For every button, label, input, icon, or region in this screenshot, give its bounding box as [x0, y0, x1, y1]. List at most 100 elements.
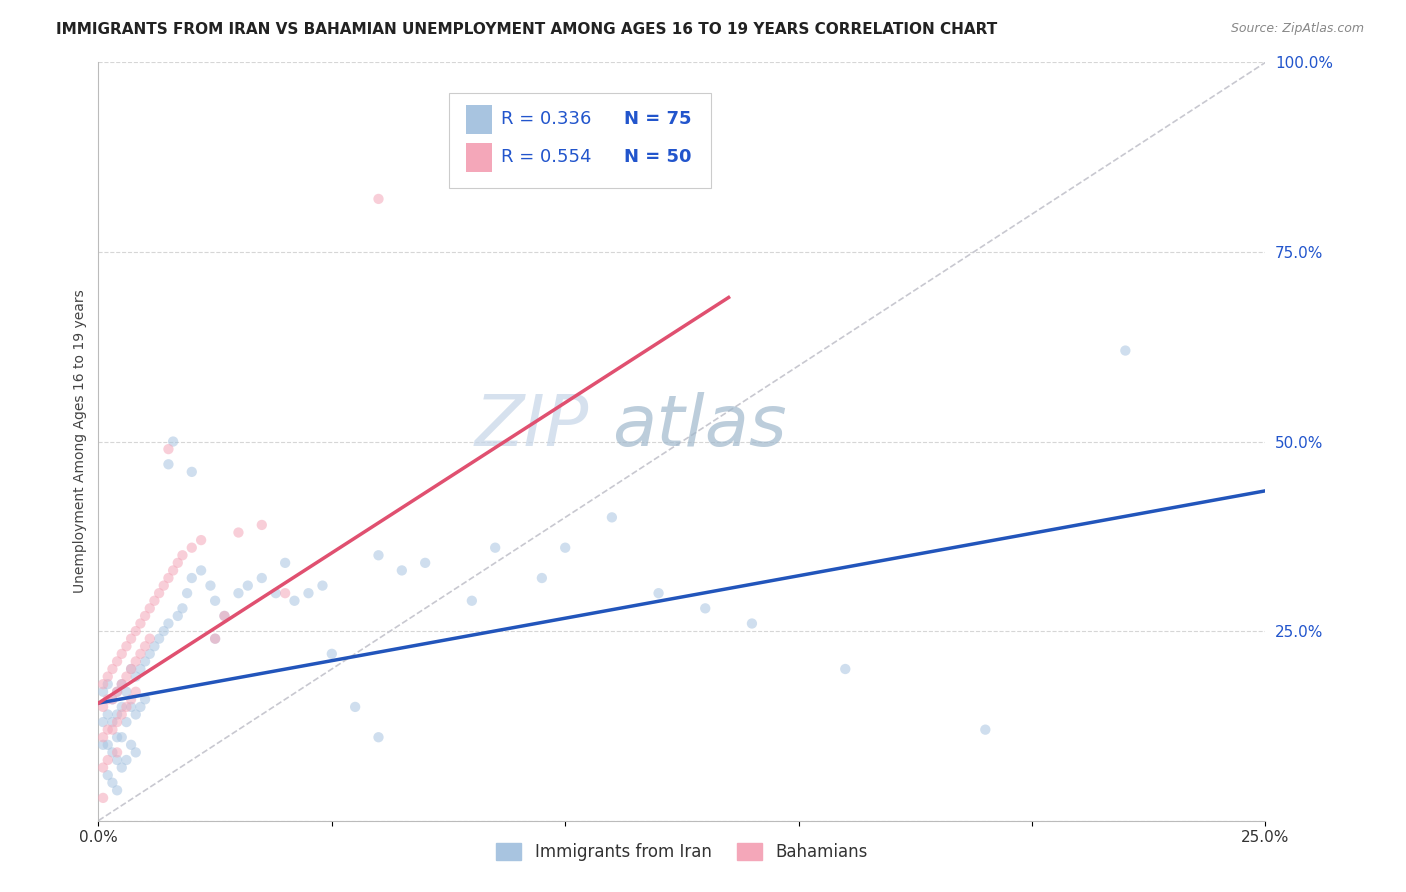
Point	[97, 669, 120, 683]
Point	[172, 601, 194, 615]
Point	[111, 699, 134, 714]
Point	[530, 571, 553, 585]
Point	[152, 624, 174, 639]
Point	[134, 639, 156, 653]
Point	[148, 632, 170, 646]
Point	[129, 616, 152, 631]
Point	[101, 692, 124, 706]
Text: ZIP: ZIP	[474, 392, 589, 461]
Point	[105, 783, 128, 797]
Point	[391, 564, 413, 578]
Point	[311, 579, 333, 593]
Point	[321, 647, 343, 661]
Point	[297, 586, 319, 600]
Point	[148, 586, 170, 600]
Point	[97, 692, 120, 706]
Point	[647, 586, 669, 600]
Point	[461, 594, 484, 608]
Point	[105, 715, 128, 730]
Point	[111, 647, 134, 661]
Point	[105, 753, 128, 767]
Point	[274, 556, 297, 570]
Point	[157, 442, 180, 457]
Point	[367, 730, 389, 744]
Point	[157, 571, 180, 585]
Point	[97, 707, 120, 722]
Point	[484, 541, 506, 555]
Point	[105, 746, 128, 760]
Point	[101, 692, 124, 706]
Point	[180, 541, 202, 555]
Point	[115, 715, 138, 730]
Point	[91, 685, 114, 699]
Legend: Immigrants from Iran, Bahamians: Immigrants from Iran, Bahamians	[488, 834, 876, 869]
Point	[344, 699, 367, 714]
Point	[125, 655, 148, 669]
Point	[741, 616, 763, 631]
Point	[125, 746, 148, 760]
Text: R = 0.554: R = 0.554	[501, 148, 592, 166]
Point	[600, 510, 623, 524]
Point	[250, 517, 273, 532]
Point	[367, 192, 389, 206]
Point	[125, 685, 148, 699]
Point	[162, 564, 184, 578]
Point	[120, 632, 142, 646]
Point	[228, 525, 250, 540]
Point	[413, 556, 436, 570]
Point	[180, 571, 202, 585]
Point	[129, 662, 152, 676]
Point	[97, 768, 120, 782]
Point	[172, 548, 194, 563]
Point	[204, 632, 226, 646]
Point	[91, 699, 114, 714]
Point	[134, 655, 156, 669]
Point	[91, 738, 114, 752]
Point	[214, 608, 236, 623]
Text: atlas: atlas	[612, 392, 786, 461]
Point	[120, 662, 142, 676]
Point	[190, 564, 212, 578]
Point	[105, 730, 128, 744]
Point	[152, 579, 174, 593]
Point	[125, 707, 148, 722]
Point	[139, 647, 162, 661]
Point	[139, 601, 162, 615]
Point	[91, 715, 114, 730]
Point	[120, 699, 142, 714]
Point	[162, 434, 184, 449]
Y-axis label: Unemployment Among Ages 16 to 19 years: Unemployment Among Ages 16 to 19 years	[73, 290, 87, 593]
Point	[120, 692, 142, 706]
Point	[115, 685, 138, 699]
FancyBboxPatch shape	[449, 93, 711, 187]
Point	[236, 579, 259, 593]
Point	[974, 723, 997, 737]
Point	[139, 632, 162, 646]
Point	[101, 723, 124, 737]
Point	[111, 707, 134, 722]
Point	[204, 632, 226, 646]
Point	[91, 760, 114, 774]
Point	[97, 677, 120, 691]
Point	[105, 655, 128, 669]
Point	[105, 685, 128, 699]
Text: R = 0.336: R = 0.336	[501, 111, 592, 128]
Point	[105, 707, 128, 722]
FancyBboxPatch shape	[465, 143, 492, 171]
Text: N = 75: N = 75	[623, 111, 692, 128]
Point	[125, 669, 148, 683]
Text: N = 50: N = 50	[623, 148, 692, 166]
Point	[115, 699, 138, 714]
Point	[143, 594, 166, 608]
Point	[157, 616, 180, 631]
Point	[180, 465, 202, 479]
Point	[91, 791, 114, 805]
Point	[125, 624, 148, 639]
Point	[115, 753, 138, 767]
Point	[204, 594, 226, 608]
Point	[97, 738, 120, 752]
Point	[134, 692, 156, 706]
Point	[115, 639, 138, 653]
Point	[274, 586, 297, 600]
Point	[166, 608, 188, 623]
